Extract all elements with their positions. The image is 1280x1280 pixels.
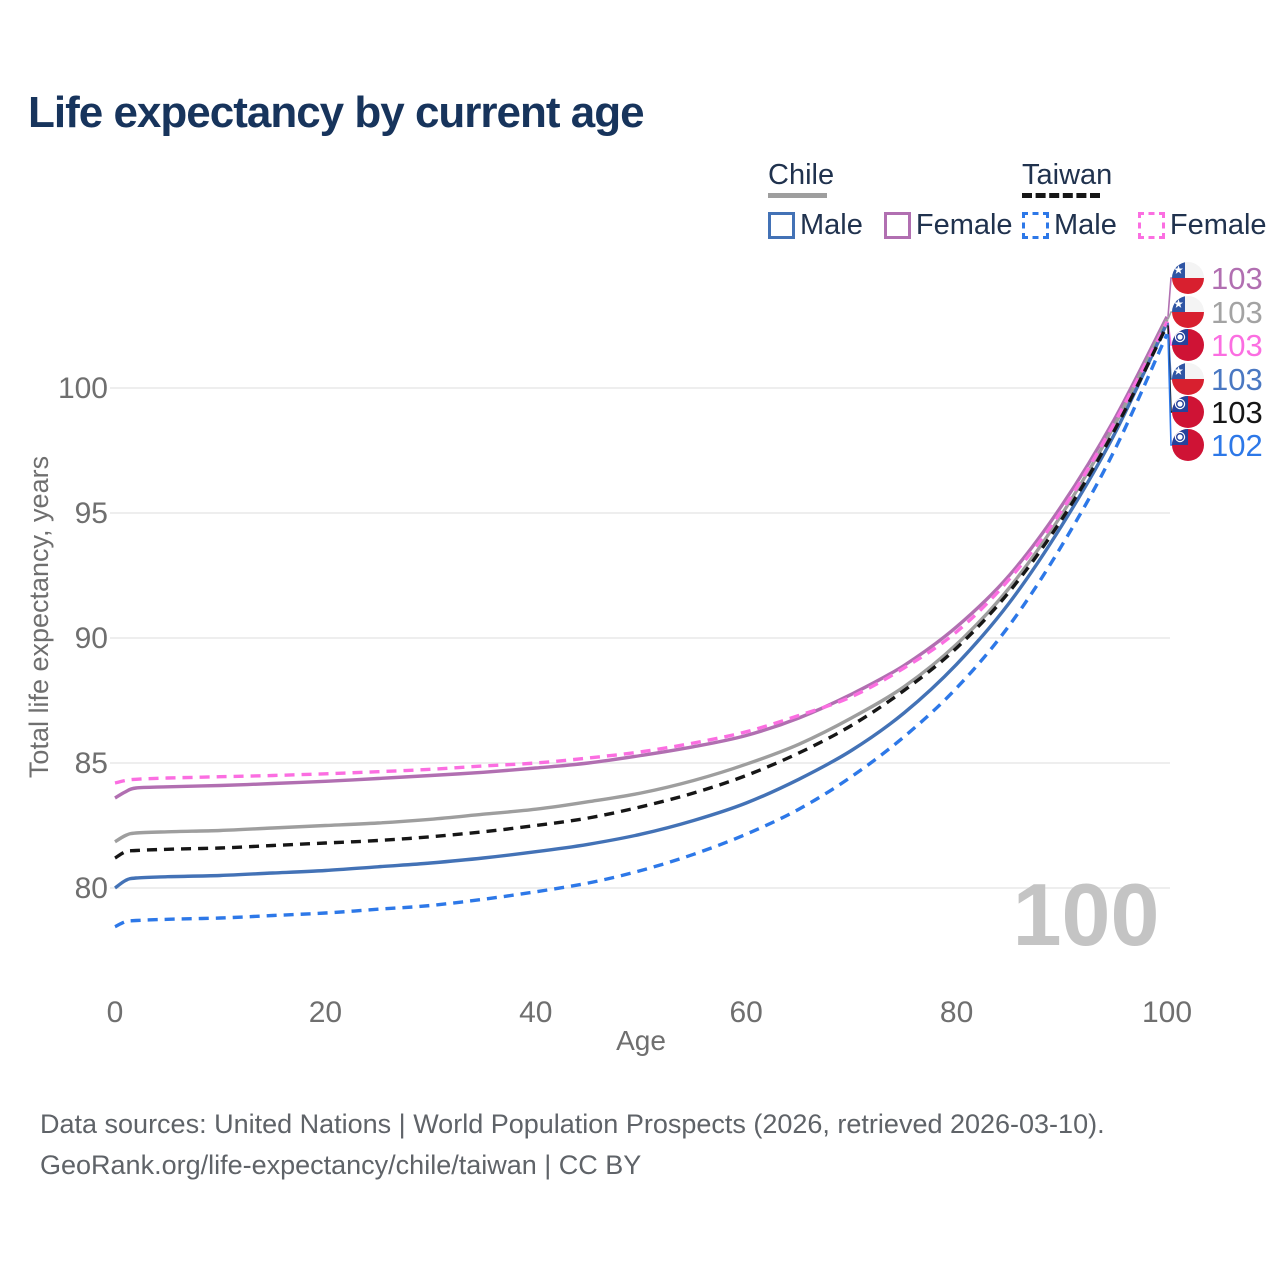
taiwan-male-swatch [1022, 212, 1049, 239]
legend-item-chile-female[interactable]: Female [883, 209, 1013, 242]
end-label-value-chile-both-sexes: 103 [1211, 295, 1263, 330]
y-tick-label-100: 100 [58, 372, 108, 405]
data-sources-line: Data sources: United Nations | World Pop… [40, 1109, 1105, 1139]
legend-group-chile-title: Chile [768, 159, 835, 191]
series-line-taiwan-both-sexes [114, 324, 1169, 860]
end-label-value-taiwan-both-sexes: 103 [1211, 395, 1263, 430]
chile-flag-icon [1172, 296, 1204, 328]
end-label-value-taiwan-male: 102 [1211, 428, 1263, 463]
taiwan-line-style-swatch [1022, 193, 1100, 198]
source-attribution: Data sources: United Nations | World Pop… [40, 1104, 1105, 1186]
x-tick-label-60: 60 [730, 996, 763, 1029]
legend: Chile Male Female Taiwan Male [0, 0, 1280, 250]
x-tick-label-0: 0 [107, 996, 124, 1029]
end-label-value-taiwan-female: 103 [1211, 328, 1263, 363]
y-tick-label-80: 80 [75, 872, 108, 905]
chile-flag-icon [1172, 262, 1204, 294]
legend-item-chile-male[interactable]: Male [768, 209, 863, 242]
chile-female-swatch [883, 212, 911, 239]
legend-group-taiwan-title: Taiwan [1022, 159, 1113, 191]
y-axis-label: Total life expectancy, years [24, 456, 54, 778]
series-line-chile-female [114, 316, 1169, 800]
y-tick-label-95: 95 [75, 497, 108, 530]
watermark-age-100: 100 [1013, 865, 1160, 964]
license-line: GeoRank.org/life-expectancy/chile/taiwan… [40, 1150, 642, 1180]
page-title: Life expectancy by current age [28, 88, 645, 137]
chile-male-swatch [768, 212, 795, 239]
taiwan-female-swatch [1137, 212, 1165, 239]
y-tick-label-90: 90 [75, 622, 108, 655]
legend-item-taiwan-female[interactable]: Female [1137, 209, 1267, 242]
legend-group-chile: Chile Male Female [768, 160, 1034, 242]
chile-line-style-swatch [768, 193, 827, 198]
taiwan-flag-icon [1172, 396, 1204, 428]
chile-flag-icon [1172, 363, 1204, 395]
series-line-chile-male [114, 322, 1169, 890]
legend-group-taiwan: Taiwan Male Female [1022, 160, 1280, 242]
legend-item-taiwan-male[interactable]: Male [1022, 209, 1117, 242]
x-tick-label-20: 20 [309, 996, 342, 1029]
end-label-value-chile-male: 103 [1211, 362, 1263, 397]
x-axis-label: Age [616, 1025, 666, 1056]
x-tick-label-40: 40 [519, 996, 552, 1029]
y-tick-label-85: 85 [75, 747, 108, 780]
end-label-value-chile-female: 103 [1211, 261, 1263, 296]
x-tick-label-80: 80 [940, 996, 973, 1029]
series-line-taiwan-male [114, 333, 1169, 929]
series-line-taiwan-female [114, 320, 1169, 785]
series-line-chile-both-sexes [114, 318, 1169, 844]
x-tick-label-100: 100 [1142, 996, 1192, 1029]
taiwan-flag-icon [1172, 429, 1204, 461]
taiwan-flag-icon [1172, 329, 1204, 361]
